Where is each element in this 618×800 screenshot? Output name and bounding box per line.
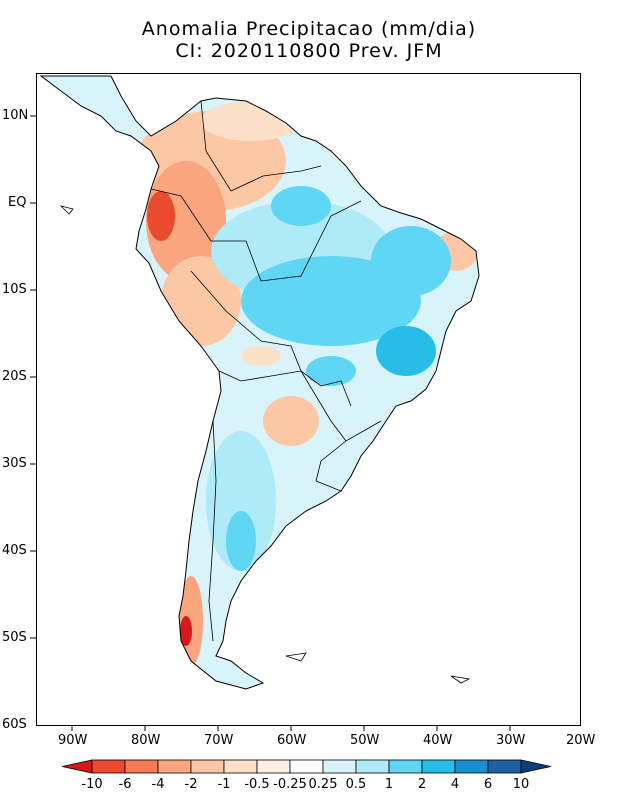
legend-label: 6 [484, 777, 492, 792]
legend-label: -0.5 [244, 777, 269, 792]
pos-anomaly-patagonia-north [226, 511, 256, 571]
legend-label: -0.25 [273, 777, 307, 792]
lat-label-50s: 50S [2, 630, 27, 645]
legend-swatch [289, 759, 324, 774]
falkland-islands [285, 652, 307, 662]
lon-label-90w: 90W [58, 733, 88, 748]
lon-label-70w: 70W [204, 733, 234, 748]
lat-label-20s: 20S [2, 369, 27, 384]
galapagos-islands [59, 205, 74, 215]
lon-label-40w: 40W [423, 733, 453, 748]
legend-swatch [91, 759, 126, 774]
border-brazil-north [245, 200, 362, 282]
legend-swatch [454, 759, 489, 774]
legend-label: 0.25 [309, 777, 338, 792]
legend-swatch [487, 759, 522, 774]
legend-label: 0.5 [346, 777, 367, 792]
lat-label-30s: 30S [2, 456, 27, 471]
border-bolivia [190, 270, 352, 407]
pos-anomaly-central-brazil [241, 256, 421, 346]
border-chile-bolivia [218, 370, 302, 382]
neg-anomaly-colombia [146, 161, 226, 281]
south-georgia [450, 675, 471, 684]
lat-label-10s: 10S [2, 282, 27, 297]
pos-anomaly-southeast [376, 326, 436, 376]
lon-label-60w: 60W [277, 733, 307, 748]
precipitation-map [39, 75, 480, 690]
neg-anomaly-ecuador [147, 191, 175, 241]
coastline [39, 75, 480, 690]
border-uruguay [315, 440, 347, 492]
legend-swatch [190, 759, 225, 774]
legend-label: -1 [218, 777, 231, 792]
legend-label: -10 [81, 777, 102, 792]
color-legend: -10 -6 -4 -2 -1 -0.5 -0.25 0.25 0.5 1 2 4 6 10 [61, 759, 552, 792]
pos-anomaly-north-brazil [271, 186, 331, 226]
legend-swatch [355, 759, 390, 774]
map-frame [36, 73, 581, 726]
neg-anomaly-bolivia [241, 346, 281, 366]
chart-title: Anomalia Precipitacao (mm/dia) [141, 18, 477, 40]
lat-label-40s: 40S [2, 543, 27, 558]
country-borders [150, 100, 382, 642]
lat-label-60s: 60S [2, 717, 27, 732]
legend-label: -2 [185, 777, 198, 792]
chart-subtitle: CI: 2020110800 Prev. JFM [175, 40, 443, 62]
lat-label-10n: 10N [2, 108, 29, 123]
legend-arrow-right [520, 759, 552, 774]
legend-swatch [421, 759, 456, 774]
lon-label-30w: 30W [496, 733, 526, 748]
pos-anomaly-paraguay [306, 356, 356, 386]
border-paraguay [300, 370, 382, 442]
border-chile-argentina [208, 420, 217, 642]
legend-label: -4 [152, 777, 165, 792]
legend-swatch [322, 759, 357, 774]
legend-swatch [223, 759, 258, 774]
legend-swatch [157, 759, 192, 774]
pos-anomaly-argentina-west [206, 431, 276, 571]
legend-label: 1 [385, 777, 393, 792]
islands [59, 205, 471, 684]
legend-label: 10 [513, 777, 530, 792]
lon-label-80w: 80W [131, 733, 161, 748]
legend-arrow-left [61, 759, 93, 774]
neg-anomaly-argentina [263, 396, 319, 446]
border-venezuela [200, 100, 322, 192]
legend-swatch [256, 759, 291, 774]
border-colombia [150, 188, 246, 242]
legend-label: 2 [418, 777, 426, 792]
lat-label-eq: EQ [8, 195, 27, 210]
legend-swatch [388, 759, 423, 774]
legend-swatch [124, 759, 159, 774]
lon-label-20w: 20W [566, 733, 596, 748]
legend-label: 4 [451, 777, 459, 792]
lon-label-50w: 50W [350, 733, 380, 748]
pos-anomaly-northeast [371, 226, 451, 296]
legend-label: -6 [119, 777, 132, 792]
neg-anomaly-southern-chile [180, 616, 192, 646]
